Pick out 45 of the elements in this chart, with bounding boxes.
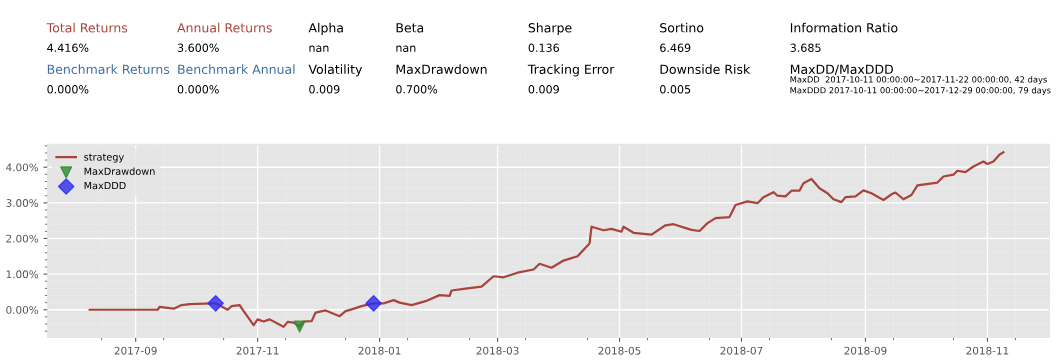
x-tick-label: 2018-03 [476,346,519,355]
text: nan [309,45,329,52]
x-tick-label: 2018-07 [720,346,763,355]
text: MaxDD 2017-10-11 00:00:00~2017-11-22 00:00:00, 42 days [790,76,1047,85]
legend-label: MaxDrawdown [84,167,155,175]
x-tick-label: 2018-11 [966,346,1009,355]
text: Beta [396,23,424,33]
y-tick-label: 1.00% [6,270,39,279]
y-tick-label: 3.00% [6,199,39,207]
y-tick-label: 4.00% [6,163,39,172]
x-tick-label: 2018-01 [358,346,401,355]
text: 3.600% [177,43,219,52]
legend-label: strategy [84,153,124,163]
x-tick-label: 2017-09 [114,346,157,355]
text: 4.416% [47,43,89,52]
text: Tracking Error [527,64,615,77]
text: Sortino [660,22,704,33]
x-tick-label: 2018-05 [598,346,641,355]
x-tick-label: 2017-11 [236,346,279,355]
legend-label: MaxDDD [84,181,126,190]
text: MaxDD/MaxDDD [790,64,893,75]
x-tick-label: 2018-09 [844,346,887,355]
text: Benchmark Returns [47,64,170,75]
text: Benchmark Annual [178,64,295,75]
y-tick-label: 2.00% [6,234,39,243]
text: Downside Risk [660,64,751,75]
y-tick-label: 0.00% [6,305,39,314]
text: 0.700% [396,85,438,94]
text: nan [396,45,416,52]
text: 0.000% [47,85,89,94]
text: 0.009 [528,85,559,94]
text: MaxDDD 2017-10-11 00:00:00~2017-12-29 00:00:00, 79 days [790,86,1051,95]
text: Annual Returns [177,22,272,33]
text: 0.000% [177,85,219,94]
text: Volatility [308,64,363,77]
text: 3.685 [790,43,821,52]
text: 6.469 [660,43,691,52]
text: 0.136 [528,43,559,52]
text: Sharpe [528,22,572,35]
text: 0.009 [309,85,340,94]
text: MaxDrawdown [396,64,487,75]
text: Total Returns [46,22,128,33]
text: Alpha [308,22,343,35]
text: Information Ratio [790,22,898,33]
text: 0.005 [660,85,691,94]
